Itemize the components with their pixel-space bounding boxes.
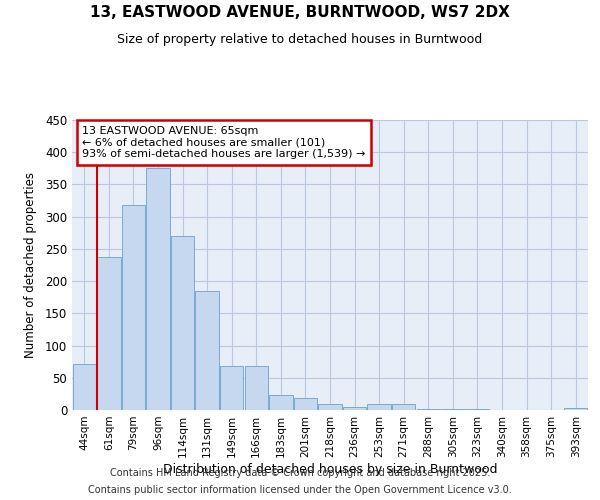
Bar (343, 407, 366, 410)
Bar (146, 168, 170, 410)
X-axis label: Distribution of detached houses by size in Burntwood: Distribution of detached houses by size … (163, 462, 497, 475)
Bar (171, 236, 194, 410)
Text: Contains HM Land Registry data © Crown copyright and database right 2025.: Contains HM Land Registry data © Crown c… (110, 468, 490, 477)
Text: 13 EASTWOOD AVENUE: 65sqm
← 6% of detached houses are smaller (101)
93% of semi-: 13 EASTWOOD AVENUE: 65sqm ← 6% of detach… (82, 126, 365, 159)
Text: 13, EASTWOOD AVENUE, BURNTWOOD, WS7 2DX: 13, EASTWOOD AVENUE, BURNTWOOD, WS7 2DX (90, 5, 510, 20)
Bar (220, 366, 244, 410)
Bar (269, 395, 293, 410)
Bar (294, 398, 317, 410)
Bar (564, 408, 587, 410)
Bar (319, 404, 341, 410)
Bar (245, 366, 268, 410)
Bar (392, 404, 415, 410)
Text: Size of property relative to detached houses in Burntwood: Size of property relative to detached ho… (118, 32, 482, 46)
Bar (196, 291, 219, 410)
Y-axis label: Number of detached properties: Number of detached properties (23, 172, 37, 358)
Text: Contains public sector information licensed under the Open Government Licence v3: Contains public sector information licen… (88, 485, 512, 495)
Bar (122, 205, 145, 410)
Bar (97, 256, 121, 410)
Bar (73, 364, 96, 410)
Bar (367, 404, 391, 410)
